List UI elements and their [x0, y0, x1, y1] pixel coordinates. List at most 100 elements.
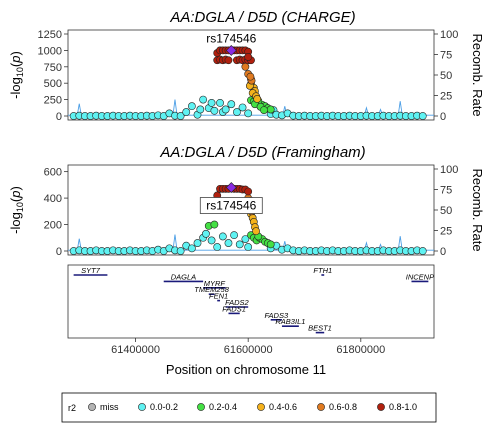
snp-point	[233, 108, 241, 116]
snp-point	[244, 53, 253, 61]
panel-framingham: AA:DGLA / D5D (Framingham) 0 200 400 600 0 2…	[8, 144, 485, 258]
y-tick-label: 0	[56, 111, 62, 123]
panel-charge-y-axis: 0 250 500 750 1000 1250	[38, 29, 68, 123]
snp-point	[213, 243, 222, 251]
gene-label: SYT7	[81, 266, 101, 275]
y-tick-label: 0	[56, 246, 62, 258]
snp-point	[224, 56, 233, 65]
snp-point	[266, 105, 275, 114]
y-tick-label: 1000	[38, 45, 62, 57]
panel-charge-title: AA:DGLA / D5D (CHARGE)	[169, 9, 355, 26]
panel-framingham-y2label: Recomb. Rate	[470, 168, 485, 251]
snp-point	[252, 227, 260, 236]
y2-tick-label: 100	[440, 29, 458, 41]
snp-point	[235, 240, 244, 249]
y2-tick-label: 50	[440, 70, 452, 82]
legend-swatch	[138, 403, 146, 411]
r2-legend: r2 miss 0.0-0.2 0.2-0.4 0.4-0.6 0.6-0.8 0.8-1…	[61, 392, 437, 423]
snp-point	[193, 239, 202, 247]
y-tick-label: 200	[44, 220, 62, 232]
y-tick-label: 600	[44, 167, 62, 179]
gene-label: FTH1	[313, 266, 332, 275]
panel-charge-y2-axis: 0 25 50 75 100	[434, 29, 458, 123]
legend-label: 0.2-0.4	[209, 402, 237, 412]
y2-tick-label: 0	[440, 246, 446, 258]
gene-label: FADS1	[222, 304, 246, 313]
panel-charge-y2label: Recomb. Rate	[470, 33, 485, 116]
snp-point	[182, 108, 191, 116]
legend-label: 0.4-0.6	[269, 402, 297, 412]
gene-label: FEN1	[209, 292, 228, 301]
gene-label: DAGLA	[171, 272, 196, 281]
lead-snp-diamond	[225, 182, 237, 193]
snp-point	[244, 187, 253, 196]
gene-label: TMEM258	[194, 285, 229, 294]
snp-point	[224, 239, 233, 247]
legend-items: miss 0.0-0.2 0.2-0.4 0.4-0.6 0.6-0.8 0.8-1.0	[88, 402, 417, 412]
y-tick-label: 250	[44, 95, 62, 107]
snp-point	[418, 247, 427, 255]
x-axis-label: Position on chromosome 11	[166, 362, 326, 377]
y-tick-label: 400	[44, 193, 62, 205]
y-tick-label: 750	[44, 62, 62, 74]
snp-point	[418, 112, 427, 120]
legend-label: 0.8-1.0	[389, 402, 417, 412]
snp-point	[176, 247, 185, 255]
snp-point	[230, 231, 239, 240]
legend-frame	[61, 392, 437, 423]
snp-point	[176, 112, 185, 120]
snp-point	[196, 105, 205, 114]
snp-point	[260, 106, 268, 114]
snp-point	[246, 72, 255, 81]
snp-point	[227, 100, 236, 109]
snp-point	[216, 98, 224, 107]
panel-charge-lead-label: rs174546	[206, 31, 256, 45]
y-tick-label: 1250	[38, 29, 62, 41]
x-tick-label: 61800000	[336, 344, 385, 356]
panel-framingham-ylabel: -log10(p)	[8, 186, 25, 234]
gene-track-frame	[67, 264, 435, 339]
panel-framingham-y2-axis: 0 25 50 75 100	[434, 164, 458, 258]
legend-swatch	[197, 403, 205, 411]
legend-swatch	[257, 403, 265, 411]
y2-tick-label: 50	[440, 205, 452, 217]
snp-point	[241, 62, 250, 71]
snp-point	[244, 109, 253, 118]
panel-framingham-title: AA:DGLA / D5D (Framingham)	[159, 144, 365, 161]
snp-point	[207, 236, 216, 245]
panel-charge-ylabel: -log10(p)	[8, 51, 25, 99]
gene-label: FADS2	[225, 298, 249, 307]
gene-label: INCENP	[406, 272, 434, 281]
panel-framingham-lead-box	[199, 197, 263, 214]
x-tick-label: 61400000	[111, 344, 160, 356]
gene-track-x-axis: 61400000 61600000 61800000	[111, 338, 385, 356]
legend-swatch	[88, 403, 96, 411]
legend-swatch	[317, 403, 325, 411]
snp-point	[210, 106, 219, 115]
snp-point	[199, 95, 208, 104]
snp-point	[187, 102, 196, 111]
gene-label: FADS3	[265, 311, 289, 320]
snp-point	[266, 240, 275, 249]
snp-point	[221, 105, 230, 114]
y2-tick-label: 25	[440, 91, 452, 103]
lead-snp-diamond	[225, 44, 237, 56]
x-tick-label: 61600000	[224, 344, 273, 356]
panel-framingham-points	[69, 182, 427, 255]
gene-label: RAB3IL1	[275, 317, 305, 326]
snp-point	[210, 220, 219, 229]
legend-label: miss	[100, 402, 119, 412]
panel-framingham-y-axis: 0 200 400 600	[44, 167, 68, 258]
panel-charge: AA:DGLA / D5D (CHARGE) 02505007501000125…	[8, 9, 485, 123]
y2-tick-label: 0	[440, 111, 446, 123]
snp-point	[202, 229, 210, 238]
snp-point	[218, 232, 227, 241]
snp-point	[253, 95, 262, 103]
y-tick-label: 500	[44, 78, 62, 90]
panel-framingham-lead-label: rs174546	[206, 199, 256, 213]
y2-tick-label: 75	[440, 50, 452, 62]
y2-tick-label: 25	[440, 226, 452, 238]
